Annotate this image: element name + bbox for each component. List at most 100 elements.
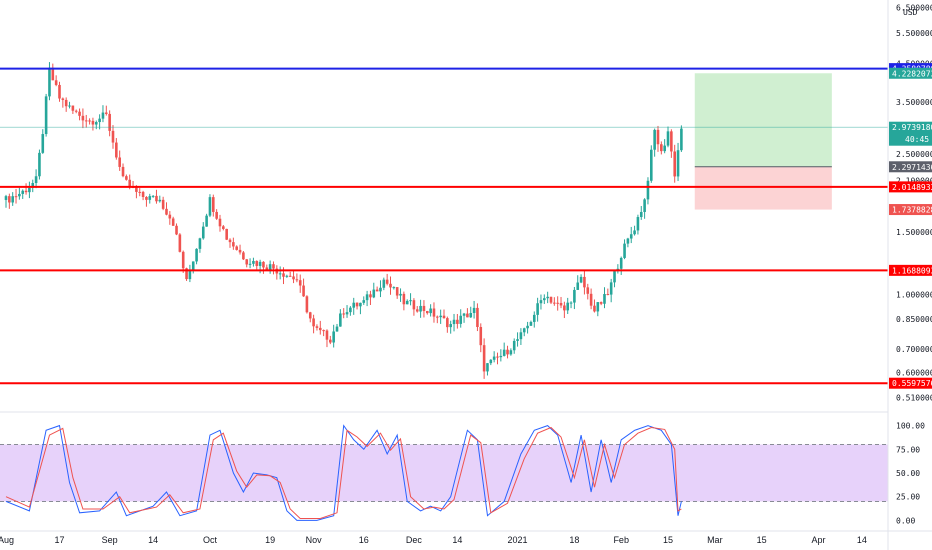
candle-body	[536, 303, 539, 315]
candle-body	[272, 264, 275, 269]
candle-body	[201, 226, 205, 239]
candle-body	[680, 128, 683, 151]
candle-body	[569, 302, 573, 304]
candle	[389, 276, 392, 295]
candle-body	[81, 115, 85, 121]
candle-body	[352, 302, 356, 308]
candle	[101, 105, 105, 123]
candle	[512, 338, 516, 354]
candle	[245, 258, 249, 268]
level-badge-text: 0.55975769	[892, 379, 932, 388]
candle	[222, 224, 225, 231]
candle	[603, 287, 606, 309]
candle	[532, 311, 536, 328]
candle-body	[155, 195, 158, 202]
candle	[51, 63, 55, 81]
candle	[516, 332, 519, 347]
candle-body	[626, 238, 630, 244]
candle	[81, 108, 85, 129]
candle-body	[589, 293, 593, 306]
candle-body	[636, 217, 640, 231]
candle	[589, 288, 593, 310]
candle-body	[18, 193, 21, 197]
candle	[54, 75, 58, 87]
target-zone[interactable]	[694, 73, 832, 167]
candle-body	[379, 287, 382, 292]
candle-body	[499, 355, 503, 358]
candle	[522, 327, 526, 337]
candle-body	[31, 183, 35, 188]
candle-body	[609, 282, 613, 295]
entry-badge	[889, 161, 932, 173]
candle	[606, 288, 610, 296]
candle-body	[48, 67, 51, 97]
candle-body	[34, 176, 38, 184]
candle-body	[372, 289, 376, 298]
candle-body	[456, 319, 459, 324]
candle	[225, 228, 228, 241]
candle-body	[168, 214, 172, 219]
candle	[419, 299, 422, 318]
candle-body	[292, 276, 295, 280]
candle	[476, 303, 479, 332]
candle-body	[593, 305, 596, 312]
candle-body	[472, 307, 476, 314]
candle-body	[566, 302, 570, 311]
stop-zone[interactable]	[694, 166, 832, 210]
candle-body	[252, 260, 255, 264]
time-axis[interactable]: Aug 17 Sep 14 Oct 19 Nov 16 Dec 14 2021 18 Feb 15 Mar 1…	[0, 535, 867, 545]
candle-body	[482, 345, 486, 372]
candle-body	[405, 300, 409, 305]
candle-body	[308, 312, 312, 319]
candle-body	[429, 308, 432, 314]
candle	[105, 105, 108, 116]
candle	[158, 195, 162, 203]
price-levels[interactable]	[0, 67, 888, 385]
candle	[680, 125, 683, 152]
candle-body	[125, 176, 128, 180]
candle	[599, 301, 603, 306]
candle-body	[4, 196, 8, 200]
candle	[171, 216, 175, 226]
candle	[211, 194, 215, 217]
candle	[205, 213, 208, 227]
candle	[318, 320, 322, 335]
candle	[442, 309, 446, 319]
time-tick-label: 15	[757, 535, 767, 545]
candle-body	[345, 312, 349, 315]
candle-body	[245, 259, 249, 265]
candle	[593, 299, 596, 313]
candle	[325, 329, 329, 348]
candle-body	[365, 294, 369, 301]
candle	[275, 265, 279, 280]
time-tick-label: Apr	[811, 535, 825, 545]
candle-body	[322, 330, 325, 332]
candle-body	[670, 131, 673, 152]
candle-body	[268, 264, 272, 270]
candle-body	[44, 96, 48, 135]
countdown-text: 40:45	[905, 135, 929, 144]
oscillator-axis[interactable]: 100.00 75.00 50.00 25.00 0.00	[896, 422, 925, 526]
candle	[208, 194, 212, 218]
candle-body	[446, 318, 449, 328]
candle-body	[459, 315, 463, 324]
last-price-badge-text: 2.97391807	[892, 123, 932, 132]
candle	[539, 294, 543, 310]
candle	[108, 110, 111, 137]
candle-body	[375, 289, 379, 292]
candle-body	[64, 99, 68, 107]
candle	[285, 274, 289, 278]
candle	[673, 144, 677, 183]
candle	[148, 193, 152, 204]
candle-body	[298, 280, 302, 286]
price-tick-label: 1.50000000	[896, 228, 932, 237]
candle	[666, 126, 670, 148]
candle	[586, 283, 590, 300]
candle	[155, 189, 158, 204]
candle-body	[165, 208, 168, 215]
candle	[412, 298, 416, 316]
candle-body	[255, 260, 259, 266]
stop-badge-text: 1.73788281	[892, 206, 932, 215]
candle	[546, 291, 549, 304]
